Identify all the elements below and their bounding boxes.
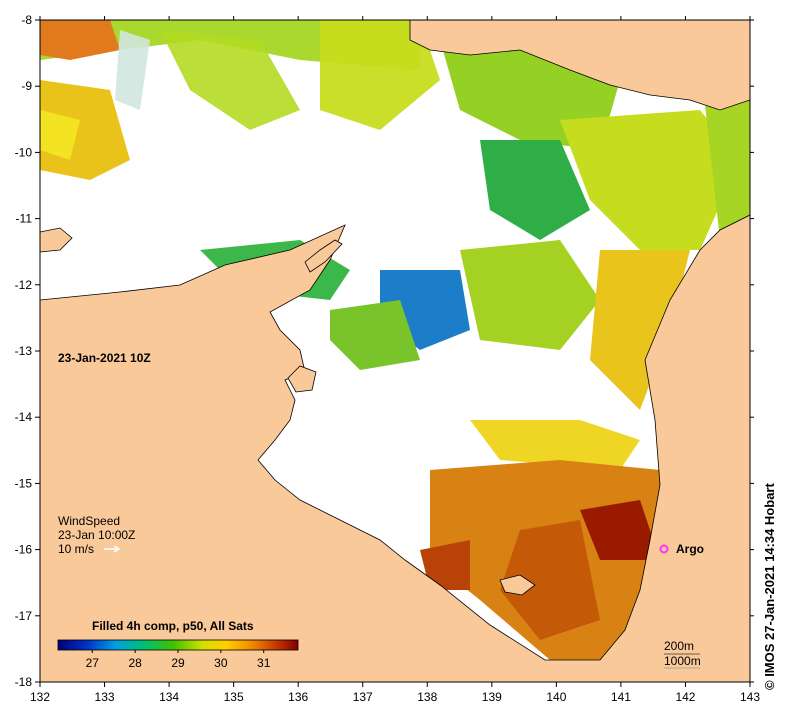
lat-axis: -8 -9 -10 -11 -12 -13 -14 -15 -16 -17 -18 xyxy=(15,13,754,689)
lat-tick-label: -13 xyxy=(15,344,33,358)
lon-tick-label: 137 xyxy=(353,690,373,704)
lat-tick-label: -9 xyxy=(21,79,32,93)
lat-tick-label: -8 xyxy=(21,13,32,27)
colorbar xyxy=(57,639,299,651)
lon-axis: 132 133 134 135 136 137 138 139 140 141 142 143 xyxy=(30,16,760,704)
lat-tick-label: -18 xyxy=(15,675,33,689)
depth-1000-label: 1000m xyxy=(664,654,701,668)
depth-200-label: 200m xyxy=(664,639,694,653)
wind-arrow-icon xyxy=(104,545,121,553)
wind-title: WindSpeed xyxy=(58,514,120,528)
lat-tick-label: -16 xyxy=(15,543,33,557)
lat-tick-label: -12 xyxy=(15,278,33,292)
lon-tick-label: 142 xyxy=(675,690,695,704)
credit-label: © IMOS 27-Jan-2021 14:34 Hobart xyxy=(762,483,777,690)
colorbar-title: Filled 4h comp, p50, All Sats xyxy=(92,619,254,633)
lon-tick-label: 143 xyxy=(740,690,760,704)
colorbar-tick-label: 31 xyxy=(257,656,271,670)
lon-tick-label: 135 xyxy=(224,690,244,704)
colorbar-tick-label: 30 xyxy=(214,656,228,670)
lon-tick-label: 134 xyxy=(159,690,179,704)
colorbar-tick-label: 27 xyxy=(86,656,100,670)
lon-tick-label: 136 xyxy=(288,690,308,704)
colorbar-tick-label: 28 xyxy=(128,656,142,670)
lat-tick-label: -17 xyxy=(15,609,33,623)
lat-tick-label: -11 xyxy=(16,212,33,226)
lat-tick-label: -14 xyxy=(15,410,33,424)
date-label: 23-Jan-2021 10Z xyxy=(58,351,151,365)
argo-marker-icon xyxy=(659,544,669,554)
lon-tick-label: 141 xyxy=(611,690,631,704)
lat-tick-label: -15 xyxy=(15,476,33,490)
lat-tick-label: -10 xyxy=(15,145,33,159)
lon-tick-label: 133 xyxy=(95,690,115,704)
colorbar-ticks: 27 28 29 30 31 xyxy=(86,650,271,670)
lon-tick-label: 139 xyxy=(482,690,502,704)
lon-tick-label: 140 xyxy=(546,690,566,704)
land xyxy=(40,20,750,682)
colorbar-tick-label: 29 xyxy=(171,656,185,670)
lon-tick-label: 132 xyxy=(30,690,50,704)
lon-tick-label: 138 xyxy=(417,690,437,704)
sst-field xyxy=(40,20,750,660)
argo-label: Argo xyxy=(676,542,704,556)
wind-time: 23-Jan 10:00Z xyxy=(58,528,135,542)
wind-scale: 10 m/s xyxy=(58,542,94,556)
